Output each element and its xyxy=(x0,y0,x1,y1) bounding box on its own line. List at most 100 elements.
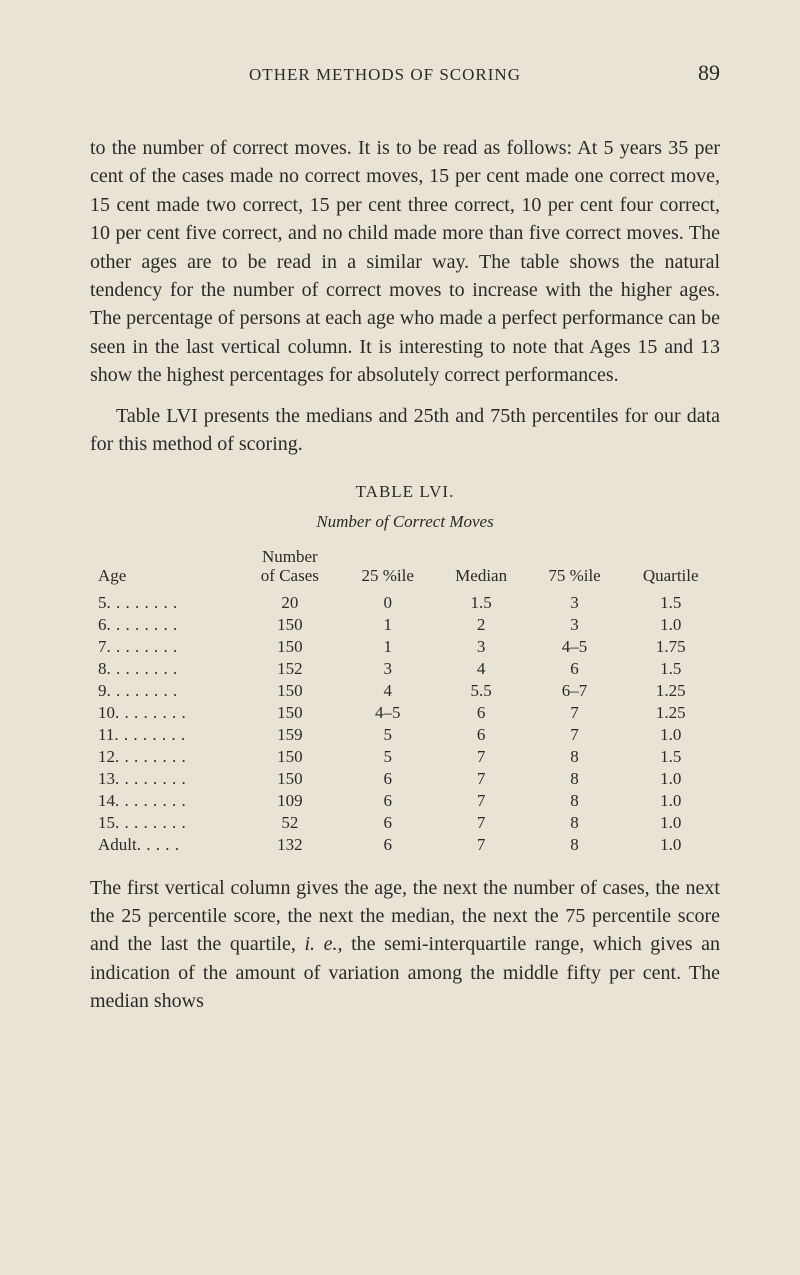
cell-quartile: 1.0 xyxy=(621,790,720,812)
cell-75ile: 8 xyxy=(528,790,622,812)
cell-cases: 152 xyxy=(239,658,341,680)
table-title: TABLE LVI. xyxy=(90,482,720,502)
cell-cases: 150 xyxy=(239,746,341,768)
table-row: 5. . . . . . . .2001.531.5 xyxy=(90,592,720,614)
age-value: Adult xyxy=(98,835,137,854)
cell-75ile: 8 xyxy=(528,746,622,768)
cell-age: 13. . . . . . . . xyxy=(90,768,239,790)
cell-median: 7 xyxy=(435,768,528,790)
age-value: 8 xyxy=(98,659,107,678)
age-dots: . . . . . . . . xyxy=(107,681,178,700)
cell-75ile: 4–5 xyxy=(528,636,622,658)
cell-75ile: 7 xyxy=(528,724,622,746)
paragraph-3: The first vertical column gives the age,… xyxy=(90,874,720,1016)
cell-quartile: 1.0 xyxy=(621,834,720,856)
cell-25ile: 3 xyxy=(341,658,435,680)
cell-median: 5.5 xyxy=(435,680,528,702)
cell-median: 7 xyxy=(435,834,528,856)
cell-median: 7 xyxy=(435,746,528,768)
cell-age: 8. . . . . . . . xyxy=(90,658,239,680)
cell-median: 3 xyxy=(435,636,528,658)
col-age: Age xyxy=(90,546,239,591)
cell-age: 12. . . . . . . . xyxy=(90,746,239,768)
cell-median: 4 xyxy=(435,658,528,680)
page-number: 89 xyxy=(680,60,720,86)
cell-quartile: 1.25 xyxy=(621,680,720,702)
cell-median: 6 xyxy=(435,702,528,724)
age-value: 12 xyxy=(98,747,115,766)
cell-25ile: 6 xyxy=(341,834,435,856)
cell-25ile: 4 xyxy=(341,680,435,702)
cell-25ile: 6 xyxy=(341,790,435,812)
col-quartile: Quartile xyxy=(621,546,720,591)
cell-75ile: 6 xyxy=(528,658,622,680)
age-dots: . . . . . . . . xyxy=(115,769,186,788)
cell-cases: 150 xyxy=(239,636,341,658)
table-row: 13. . . . . . . .1506781.0 xyxy=(90,768,720,790)
running-head-title: OTHER METHODS OF SCORING xyxy=(90,65,680,85)
col-number-of-cases: Number of Cases xyxy=(239,546,341,591)
table-head: Age Number of Cases 25 %ile Median 75 %i… xyxy=(90,546,720,591)
age-dots: . . . . . . . . xyxy=(107,637,178,656)
cell-median: 6 xyxy=(435,724,528,746)
cell-quartile: 1.5 xyxy=(621,658,720,680)
cell-quartile: 1.0 xyxy=(621,768,720,790)
col-number-line1: Number xyxy=(245,548,335,567)
table-row: 6. . . . . . . .1501231.0 xyxy=(90,614,720,636)
col-median: Median xyxy=(435,546,528,591)
age-dots: . . . . . . . . xyxy=(107,593,178,612)
age-dots: . . . . . . . . xyxy=(115,813,186,832)
cell-quartile: 1.0 xyxy=(621,724,720,746)
cell-cases: 20 xyxy=(239,592,341,614)
cell-cases: 132 xyxy=(239,834,341,856)
cell-75ile: 6–7 xyxy=(528,680,622,702)
paragraph-2: Table LVI presents the medians and 25th … xyxy=(90,402,720,459)
cell-age: 15. . . . . . . . xyxy=(90,812,239,834)
cell-age: 14. . . . . . . . xyxy=(90,790,239,812)
cell-75ile: 8 xyxy=(528,834,622,856)
table-subtitle: Number of Correct Moves xyxy=(90,512,720,532)
paragraph-1: to the number of correct moves. It is to… xyxy=(90,134,720,390)
age-dots: . . . . . . . . xyxy=(115,747,186,766)
cell-age: 5. . . . . . . . xyxy=(90,592,239,614)
paragraph-3-ie: i. e. xyxy=(305,933,338,955)
age-dots: . . . . . . . . xyxy=(115,791,186,810)
cell-median: 7 xyxy=(435,812,528,834)
page: OTHER METHODS OF SCORING 89 to the numbe… xyxy=(0,0,800,1275)
cell-quartile: 1.25 xyxy=(621,702,720,724)
age-value: 10 xyxy=(98,703,115,722)
cell-cases: 150 xyxy=(239,768,341,790)
table-row: 7. . . . . . . .150134–51.75 xyxy=(90,636,720,658)
cell-cases: 150 xyxy=(239,702,341,724)
table-row: 8. . . . . . . .1523461.5 xyxy=(90,658,720,680)
col-75ile: 75 %ile xyxy=(528,546,622,591)
cell-25ile: 6 xyxy=(341,812,435,834)
age-value: 6 xyxy=(98,615,107,634)
cell-age: 7. . . . . . . . xyxy=(90,636,239,658)
age-value: 11 xyxy=(98,725,114,744)
cell-median: 1.5 xyxy=(435,592,528,614)
cell-quartile: 1.75 xyxy=(621,636,720,658)
cell-75ile: 3 xyxy=(528,614,622,636)
age-value: 7 xyxy=(98,637,107,656)
table-row: 9. . . . . . . . 15045.56–71.25 xyxy=(90,680,720,702)
age-value: 14 xyxy=(98,791,115,810)
age-dots: . . . . . . . . xyxy=(115,703,186,722)
cell-25ile: 5 xyxy=(341,724,435,746)
table-row: 15. . . . . . . .526781.0 xyxy=(90,812,720,834)
cell-age: Adult. . . . . xyxy=(90,834,239,856)
cell-cases: 52 xyxy=(239,812,341,834)
age-value: 13 xyxy=(98,769,115,788)
cell-median: 7 xyxy=(435,790,528,812)
age-value: 9 xyxy=(98,681,107,700)
cell-75ile: 3 xyxy=(528,592,622,614)
cell-median: 2 xyxy=(435,614,528,636)
col-number-line2: of Cases xyxy=(245,567,335,586)
table-row: Adult. . . . .1326781.0 xyxy=(90,834,720,856)
age-dots: . . . . . xyxy=(137,835,180,854)
cell-quartile: 1.0 xyxy=(621,812,720,834)
cell-age: 11. . . . . . . . xyxy=(90,724,239,746)
cell-25ile: 6 xyxy=(341,768,435,790)
cell-25ile: 1 xyxy=(341,614,435,636)
cell-cases: 150 xyxy=(239,680,341,702)
